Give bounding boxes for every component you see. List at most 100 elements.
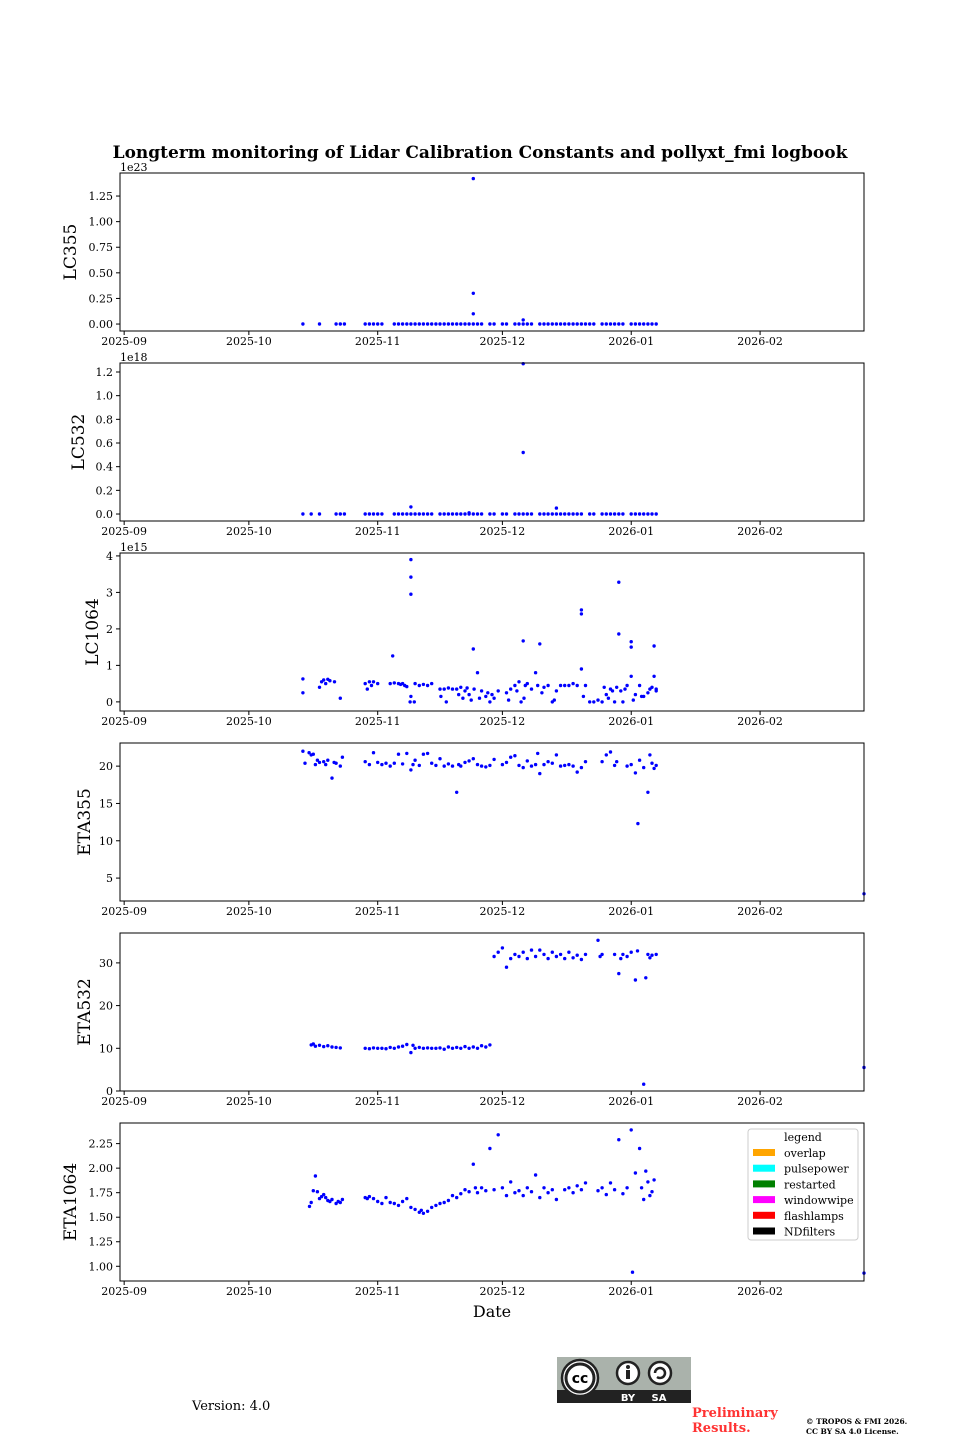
data-point xyxy=(542,512,546,516)
y-axis-label: LC355 xyxy=(61,224,81,281)
legend-swatch-flashlamps xyxy=(753,1211,775,1219)
data-point xyxy=(529,764,534,768)
data-point xyxy=(596,938,600,942)
legend-entry: windowwipe xyxy=(784,1194,854,1207)
data-point xyxy=(631,698,635,702)
data-point xyxy=(629,762,633,767)
data-point xyxy=(409,768,413,772)
data-point xyxy=(509,687,513,691)
data-point xyxy=(421,512,426,516)
data-point xyxy=(417,683,421,688)
x-tick-label: 2025-10 xyxy=(226,525,272,538)
data-point xyxy=(409,512,413,516)
data-point xyxy=(334,1045,338,1050)
data-point xyxy=(338,1200,342,1205)
y-tick-label: 0.4 xyxy=(96,461,114,474)
data-point xyxy=(371,512,376,516)
data-point xyxy=(405,684,409,689)
data-point xyxy=(583,952,588,957)
data-point xyxy=(608,1181,613,1185)
data-point xyxy=(450,1046,455,1051)
data-point xyxy=(376,760,380,765)
data-point xyxy=(340,1197,345,1202)
data-point xyxy=(334,322,338,326)
data-point xyxy=(588,700,592,704)
data-point xyxy=(496,950,500,954)
data-point xyxy=(637,322,642,326)
plot-frame xyxy=(119,932,865,1092)
data-point xyxy=(546,322,550,326)
data-point xyxy=(450,322,455,326)
data-point xyxy=(521,512,525,516)
data-point xyxy=(567,1186,571,1190)
data-point xyxy=(654,763,658,768)
data-point xyxy=(412,700,416,704)
data-point xyxy=(600,952,604,957)
data-point xyxy=(542,685,546,689)
data-point xyxy=(648,1193,652,1198)
data-point xyxy=(405,751,409,756)
data-point xyxy=(488,700,492,704)
y-offset-label: 1e18 xyxy=(120,351,148,364)
data-point xyxy=(301,322,305,326)
data-point xyxy=(592,700,596,704)
data-point xyxy=(396,512,401,516)
data-point xyxy=(521,322,525,326)
data-point xyxy=(612,952,617,957)
data-point xyxy=(392,1201,396,1206)
data-point xyxy=(455,1195,459,1200)
data-point xyxy=(371,1046,376,1050)
data-point xyxy=(588,322,592,326)
data-point xyxy=(472,687,476,691)
data-point xyxy=(334,761,338,765)
data-point xyxy=(479,764,484,768)
data-point xyxy=(504,965,509,969)
data-point xyxy=(471,312,475,316)
data-point xyxy=(311,752,315,756)
data-point xyxy=(301,691,305,695)
data-point xyxy=(538,642,542,646)
data-point xyxy=(650,761,654,765)
legend-swatch-pulsepower xyxy=(753,1164,775,1172)
data-point xyxy=(540,691,544,695)
data-point xyxy=(635,949,640,953)
data-point xyxy=(421,752,426,756)
data-point xyxy=(477,696,482,700)
data-point xyxy=(513,1191,517,1195)
y-tick-label: 1.2 xyxy=(96,366,114,379)
y-tick-label: 20 xyxy=(99,760,113,773)
data-point xyxy=(517,954,521,959)
data-point xyxy=(525,322,529,326)
data-point xyxy=(554,954,559,959)
x-tick-label: 2025-11 xyxy=(355,1285,401,1298)
data-point xyxy=(450,687,455,691)
data-point xyxy=(625,954,629,959)
x-tick-label: 2026-01 xyxy=(608,1285,654,1298)
data-point xyxy=(484,694,488,699)
x-tick-label: 2025-10 xyxy=(226,1095,272,1108)
data-point xyxy=(450,764,455,768)
data-point xyxy=(542,952,546,957)
data-point xyxy=(546,956,550,961)
data-point xyxy=(571,1191,575,1195)
data-point xyxy=(413,322,417,326)
data-point xyxy=(525,512,529,516)
data-point xyxy=(367,680,372,684)
legend-title: legend xyxy=(784,1131,822,1144)
data-point xyxy=(571,512,575,516)
data-point xyxy=(411,762,415,767)
data-point xyxy=(376,322,380,326)
data-point xyxy=(633,322,638,326)
data-point xyxy=(442,764,446,768)
data-point xyxy=(642,322,646,326)
data-point xyxy=(509,956,513,961)
data-point xyxy=(519,700,523,704)
x-tick-label: 2025-09 xyxy=(101,525,147,538)
data-point xyxy=(513,754,517,758)
x-tick-label: 2025-09 xyxy=(101,1285,147,1298)
data-point xyxy=(629,645,633,649)
panel-lc355: 2025-09 2025-10 2025-11 2025-12 2026-01 2026-… xyxy=(61,161,865,348)
data-point xyxy=(546,760,550,764)
data-point xyxy=(405,512,409,516)
